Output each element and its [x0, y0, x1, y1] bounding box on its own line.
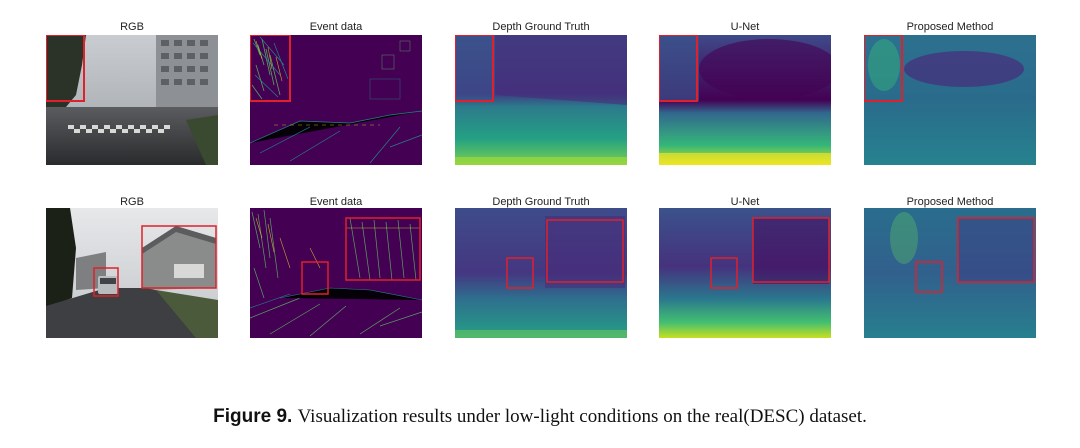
- row1-event-image: [250, 35, 422, 165]
- row2-label-gt: Depth Ground Truth: [492, 196, 590, 208]
- row1-label-event: Event data: [309, 21, 363, 33]
- row2-label-proposed: Proposed Method: [906, 196, 994, 208]
- row2-label-event: Event data: [309, 196, 363, 208]
- row2-event-image: [250, 208, 422, 338]
- figure-caption: Figure 9. Visualization results under lo…: [0, 406, 1080, 428]
- row2-rgb-image: [46, 208, 218, 338]
- caption-text: Visualization results under low-light co…: [297, 406, 867, 427]
- row1-gt-image: [455, 35, 627, 165]
- row1-label-gt: Depth Ground Truth: [492, 21, 590, 33]
- row1-proposed-image: [864, 35, 1036, 165]
- row2-label-rgb: RGB: [120, 196, 144, 208]
- row2-unet-image: [659, 208, 831, 338]
- row1-label-proposed: Proposed Method: [906, 21, 994, 33]
- row2-proposed-image: [864, 208, 1036, 338]
- row1-label-rgb: RGB: [120, 21, 144, 33]
- row2-gt-image: [455, 208, 627, 338]
- row1-unet-image: [659, 35, 831, 165]
- highlight-box: [46, 35, 85, 102]
- figure-label: Figure 9.: [213, 406, 293, 427]
- row1-label-unet: U-Net: [730, 21, 760, 33]
- row2-label-unet: U-Net: [730, 196, 760, 208]
- row1-rgb-image: [46, 35, 218, 165]
